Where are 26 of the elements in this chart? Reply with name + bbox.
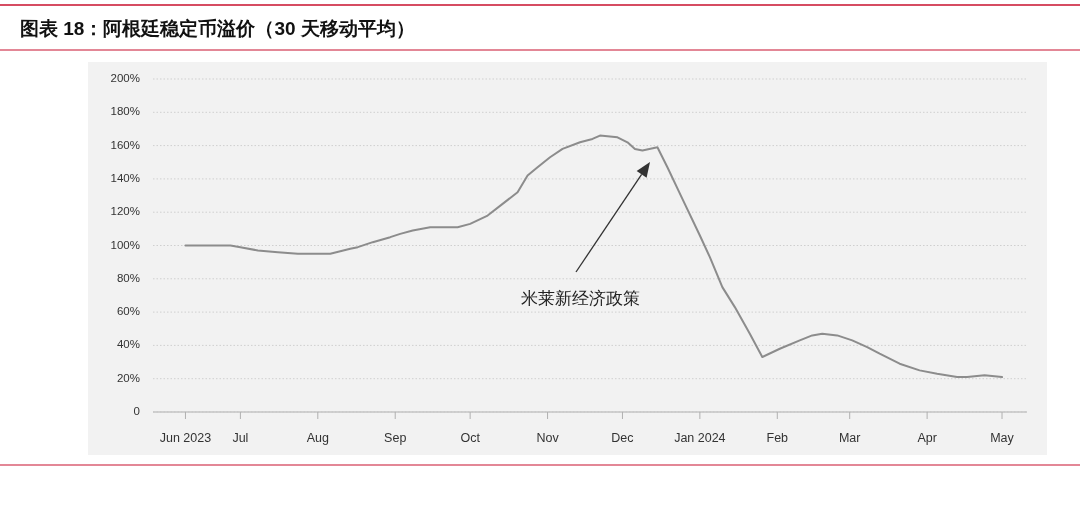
y-tick-label: 40% — [116, 338, 140, 351]
x-tick-label: Apr — [917, 431, 937, 445]
x-tick-label: Jun 2023 — [159, 431, 212, 445]
y-tick-label: 200% — [110, 72, 140, 85]
y-tick-label: 20% — [116, 371, 140, 384]
y-tick-label: 120% — [110, 205, 140, 218]
y-tick-label: 180% — [110, 105, 140, 118]
x-tick-label: May — [990, 431, 1015, 445]
annotation: 米莱新经济政策 — [520, 288, 640, 308]
y-tick-label: 60% — [116, 305, 140, 318]
x-tick-label: Oct — [460, 431, 481, 445]
x-tick-label: Dec — [611, 431, 634, 445]
y-tick-label: 0 — [133, 405, 140, 418]
x-tick-label: Mar — [838, 431, 861, 445]
x-tick-label: Nov — [536, 431, 560, 445]
x-tick-label: Feb — [766, 431, 789, 445]
x-tick-label: Jul — [232, 431, 249, 445]
y-tick-label: 140% — [110, 171, 140, 184]
x-tick-label: Sep — [384, 431, 407, 445]
x-tick-label: Aug — [306, 431, 329, 445]
chart-title: 图表 18：阿根廷稳定币溢价（30 天移动平均） — [20, 18, 415, 39]
y-tick-label: 100% — [110, 238, 140, 251]
y-tick-label: 160% — [110, 138, 140, 151]
x-tick-label: Jan 2024 — [674, 431, 726, 445]
line-series — [184, 134, 1004, 379]
y-tick-label: 80% — [116, 271, 140, 284]
